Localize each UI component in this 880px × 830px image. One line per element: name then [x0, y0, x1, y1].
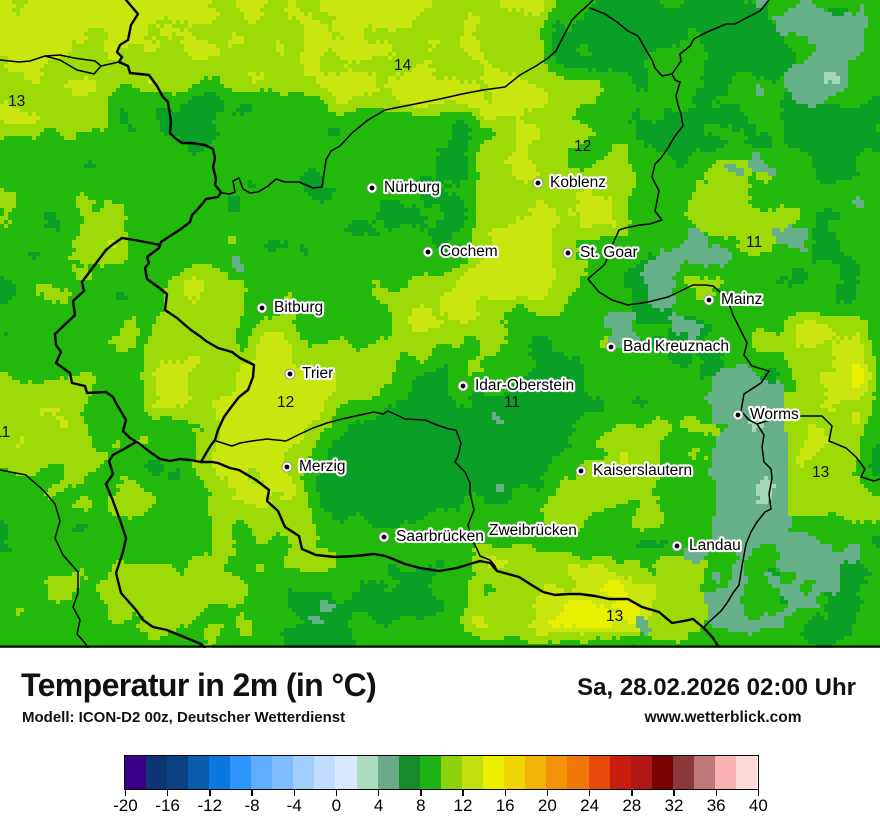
- svg-text:11: 11: [0, 424, 10, 441]
- svg-text:Koblenz: Koblenz: [550, 174, 606, 191]
- svg-text:12: 12: [277, 394, 294, 411]
- svg-text:Mainz: Mainz: [721, 291, 762, 308]
- svg-text:Worms: Worms: [750, 406, 799, 423]
- svg-text:Zweibrücken: Zweibrücken: [489, 522, 577, 539]
- svg-text:Nürburg: Nürburg: [384, 179, 440, 196]
- svg-text:12: 12: [574, 138, 591, 155]
- svg-text:Landau: Landau: [689, 537, 741, 554]
- svg-text:Bad Kreuznach: Bad Kreuznach: [623, 338, 729, 355]
- svg-text:13: 13: [8, 93, 25, 110]
- svg-text:Idar-Oberstein: Idar-Oberstein: [475, 377, 574, 394]
- svg-text:13: 13: [606, 608, 623, 625]
- svg-text:St. Goar: St. Goar: [580, 244, 638, 261]
- svg-text:11: 11: [504, 394, 520, 411]
- svg-text:Cochem: Cochem: [440, 243, 498, 260]
- svg-text:11: 11: [746, 234, 762, 251]
- svg-text:Trier: Trier: [302, 365, 333, 382]
- svg-text:Bitburg: Bitburg: [274, 299, 323, 316]
- svg-text:14: 14: [394, 57, 412, 74]
- svg-text:13: 13: [812, 464, 829, 481]
- svg-text:Saarbrücken: Saarbrücken: [396, 528, 484, 545]
- svg-text:Kaiserslautern: Kaiserslautern: [593, 462, 692, 479]
- svg-text:Merzig: Merzig: [299, 458, 346, 475]
